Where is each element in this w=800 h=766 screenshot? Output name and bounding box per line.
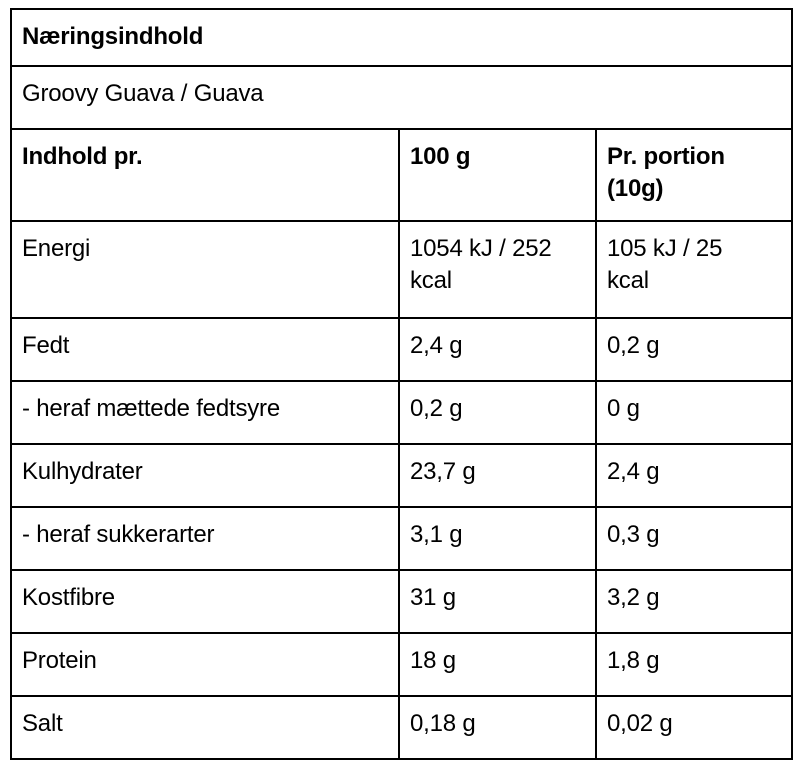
value-per-100g: 18 g [398,632,597,697]
column-header-indhold-pr: Indhold pr. [10,128,400,222]
nutrient-label: Energi [10,220,400,319]
nutrient-row: - heraf mættede fedtsyre 0,2 g 0 g [10,380,794,445]
value-per-100g: 23,7 g [398,443,597,508]
value-per-portion: 0 g [594,380,794,445]
nutrient-row: - heraf sukkerarter 3,1 g 0,3 g [10,506,794,571]
nutrient-label: - heraf sukkerarter [10,506,400,571]
nutrient-label: - heraf mættede fedtsyre [10,380,400,445]
column-header-pr-portion-text: Pr. portion (10g) [607,143,725,202]
value-per-portion: 3,2 g [594,569,794,634]
nutrient-row: Energi 1054 kJ / 252 kcal 105 kJ / 25 kc… [10,220,794,319]
nutrient-row: Protein 18 g 1,8 g [10,632,794,697]
value-per-portion: 0,02 g [594,695,794,760]
value-per-100g: 31 g [398,569,597,634]
value-per-portion: 2,4 g [594,443,794,508]
nutrient-row: Salt 0,18 g 0,02 g [10,695,794,760]
nutrient-label: Kostfibre [10,569,400,634]
nutrient-row: Kostfibre 31 g 3,2 g [10,569,794,634]
value-per-100g: 0,18 g [398,695,597,760]
value-per-portion: 0,3 g [594,506,794,571]
flavor-row: Groovy Guava / Guava [9,65,794,130]
nutrient-label: Kulhydrater [10,443,400,508]
value-per-100g: 1054 kJ / 252 kcal [398,220,597,319]
column-header-100g: 100 g [398,128,597,222]
column-header-pr-portion: Pr. portion (10g) [594,128,794,222]
value-per-portion: 0,2 g [594,317,794,382]
column-header-row: Indhold pr. 100 g Pr. portion (10g) [10,128,794,222]
nutrient-row: Fedt 2,4 g 0,2 g [10,317,794,382]
title-row: Næringsindhold [9,8,794,67]
value-per-portion: 1,8 g [594,632,794,697]
value-per-100g: 0,2 g [398,380,597,445]
table-title: Næringsindhold [9,8,794,67]
flavor-name: Groovy Guava / Guava [9,65,794,130]
nutrition-table: Næringsindhold Groovy Guava / Guava Indh… [9,8,794,760]
value-per-portion: 105 kJ / 25 kcal [594,220,794,319]
value-per-100g: 3,1 g [398,506,597,571]
nutrient-label: Salt [10,695,400,760]
nutrient-row: Kulhydrater 23,7 g 2,4 g [10,443,794,508]
nutrient-label: Fedt [10,317,400,382]
nutrition-label: Næringsindhold Groovy Guava / Guava Indh… [9,8,794,760]
nutrient-label: Protein [10,632,400,697]
value-per-100g: 2,4 g [398,317,597,382]
